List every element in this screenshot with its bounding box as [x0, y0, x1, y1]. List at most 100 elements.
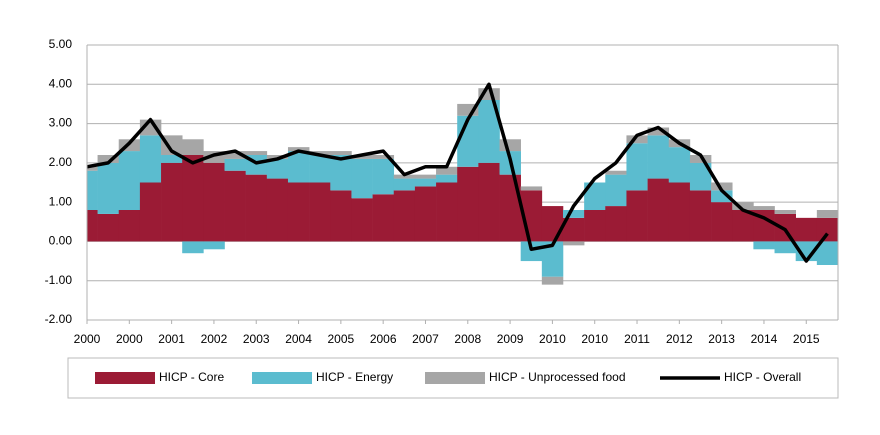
bar-segment [372, 155, 395, 159]
y-tick-label: 0.00 [49, 234, 73, 248]
bars [87, 88, 838, 285]
bar-segment [182, 155, 204, 242]
bar-segment [182, 139, 204, 155]
bar-segment [816, 210, 838, 218]
bar-segment [668, 147, 691, 183]
bar-segment [520, 241, 543, 262]
bar-segment [287, 182, 310, 242]
bar-segment [414, 174, 437, 179]
bar-segment [182, 241, 204, 254]
bar-segment [351, 158, 373, 199]
y-tick-label: 1.00 [49, 194, 73, 208]
bar-segment [816, 241, 838, 265]
bar-segment [309, 182, 331, 242]
x-tick-label: 2013 [708, 332, 735, 346]
bar-segment [774, 213, 796, 242]
bar-segment [161, 155, 183, 163]
bar-segment [330, 151, 352, 155]
bar-segment [87, 210, 98, 242]
legend-label: HICP - Overall [724, 370, 801, 384]
x-tick-label: 2005 [328, 332, 355, 346]
x-tick-label: 2001 [158, 332, 185, 346]
bar-segment [774, 241, 796, 254]
bar-segment [647, 178, 670, 242]
legend-swatch [425, 372, 485, 384]
bar-segment [414, 186, 437, 242]
y-tick-label: 5.00 [49, 37, 73, 51]
bar-segment [436, 174, 458, 183]
x-tick-label: 2006 [370, 332, 397, 346]
bar-segment [330, 155, 352, 191]
x-tick-label: 2012 [666, 332, 693, 346]
bar-segment [499, 174, 521, 242]
bar-segment [816, 217, 838, 242]
y-tick-label: -2.00 [45, 312, 73, 326]
x-tick-label: 2010 [581, 332, 608, 346]
bar-segment [711, 182, 733, 191]
bar-segment [605, 170, 627, 175]
bar-segment [87, 170, 98, 210]
bar-segment [689, 155, 712, 163]
x-tick-label: 2002 [201, 332, 228, 346]
x-tick-label: 2014 [751, 332, 778, 346]
x-tick-label: 2003 [243, 332, 270, 346]
bar-segment [266, 178, 289, 242]
bar-segment [161, 162, 183, 242]
bar-segment [711, 202, 733, 242]
bar-segment [562, 241, 585, 246]
x-tick-label: 2000 [74, 332, 101, 346]
overall-line [87, 82, 829, 263]
bar-segment [478, 100, 500, 163]
bar-segment [626, 135, 648, 144]
y-tick-label: 2.00 [49, 155, 73, 169]
bar-segment [224, 151, 246, 159]
bar-segment [711, 190, 733, 203]
lines [87, 82, 829, 263]
bar-segment [774, 210, 796, 214]
bar-segment [626, 143, 648, 191]
bar-segment [795, 217, 818, 242]
x-tick-label: 2007 [412, 332, 439, 346]
bar-segment [626, 190, 648, 242]
bar-segment [87, 166, 98, 171]
bar-segment [351, 155, 373, 159]
bar-segment [562, 210, 585, 218]
bar-segment [393, 178, 416, 191]
bar-segment [605, 206, 627, 242]
bar-segment [753, 210, 775, 242]
bar-segment [605, 174, 627, 207]
bar-segment [203, 151, 225, 163]
bar-segment [139, 135, 162, 183]
bar-segment [436, 166, 458, 175]
bar-segment [372, 194, 395, 242]
bar-segment [97, 213, 120, 242]
bar-segment [689, 162, 712, 191]
x-tick-label: 2010 [539, 332, 566, 346]
legend-label: HICP - Unprocessed food [489, 370, 626, 384]
bar-segment [393, 190, 416, 242]
y-tick-label: 3.00 [49, 116, 73, 130]
bar-segment [224, 158, 246, 171]
bar-segment [414, 178, 437, 187]
legend: HICP - Core HICP - Energy HICP - Unprocess… [95, 370, 801, 384]
bar-segment [118, 151, 141, 210]
bar-segment [245, 151, 268, 155]
bar-segment [245, 174, 268, 242]
bar-segment [203, 241, 225, 250]
bar-segment [584, 210, 606, 242]
legend-swatch [252, 372, 312, 384]
x-tick-label: 2011 [624, 332, 650, 346]
bar-segment [266, 158, 289, 179]
bar-segment [309, 151, 331, 155]
bar-segment [139, 182, 162, 242]
y-tick-label: -1.00 [45, 273, 73, 287]
bar-segment [97, 162, 120, 214]
bar-segment [203, 162, 225, 242]
axes: -2.00 -1.00 0.00 1.00 2.00 3.00 4.00 5.00 2000 20… [45, 37, 839, 346]
bar-segment [351, 198, 373, 242]
x-tick-label: 2015 [793, 332, 820, 346]
bar-segment [372, 158, 395, 195]
bar-segment [689, 190, 712, 242]
bar-segment [266, 155, 289, 159]
